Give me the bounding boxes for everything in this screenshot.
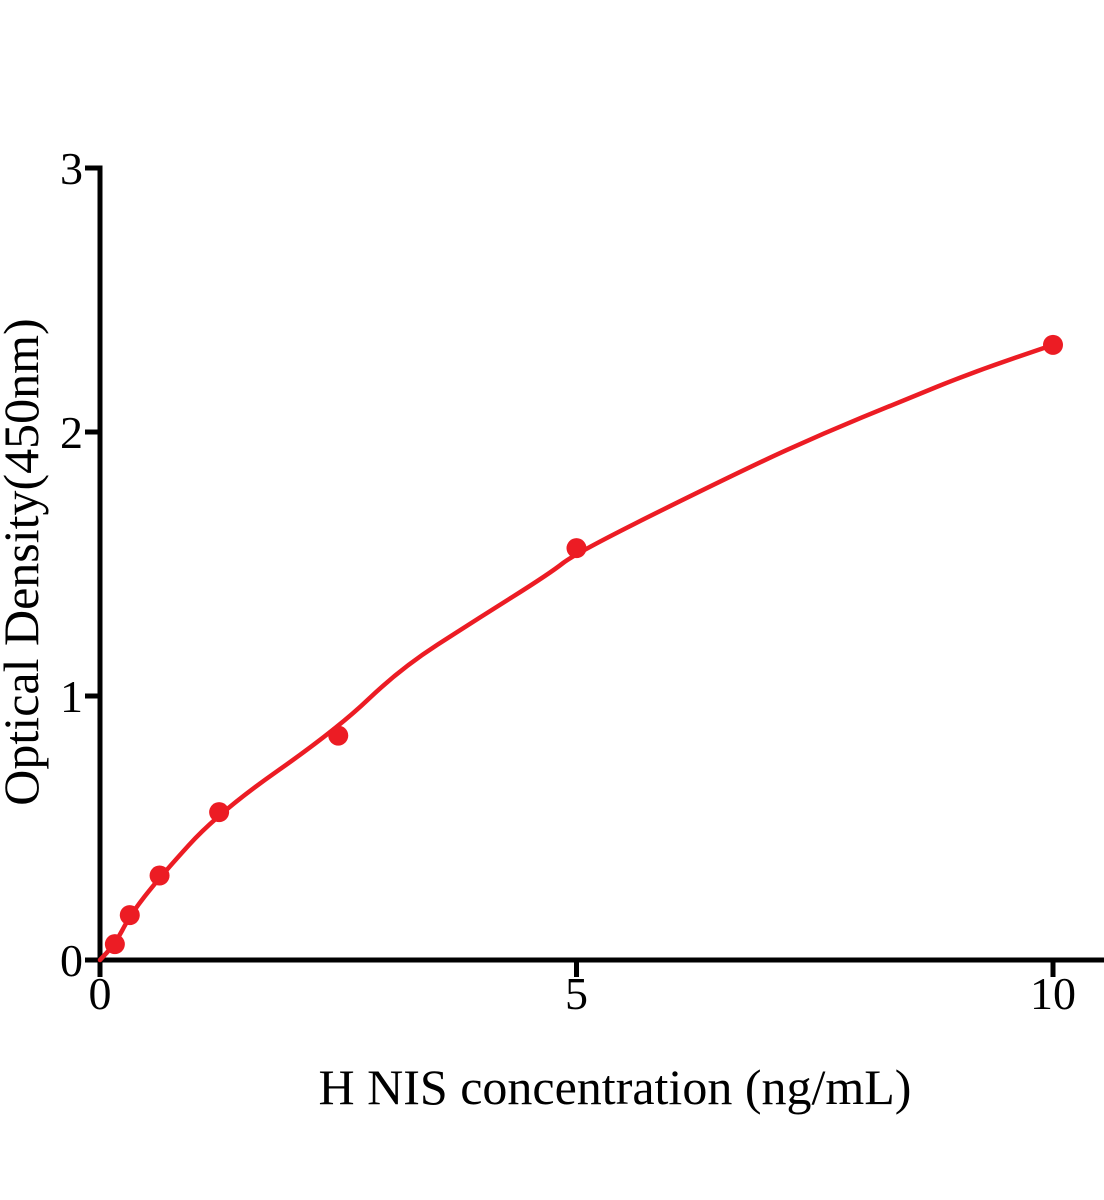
x-tick-label: 5	[565, 968, 588, 1019]
y-axis-title: Optical Density(450nm)	[0, 318, 49, 805]
data-point-marker	[104, 934, 125, 955]
axes	[85, 165, 1104, 963]
fitted-curve	[97, 342, 1056, 963]
y-tick-label: 2	[60, 407, 83, 458]
data-point-marker	[328, 725, 349, 746]
data-point-marker	[1043, 334, 1063, 355]
x-axis-title: H NIS concentration (ng/mL)	[319, 1059, 912, 1115]
standard-curve-line	[97, 342, 1056, 963]
y-tick-label: 1	[60, 671, 83, 722]
axis-ticks	[85, 165, 1056, 977]
y-tick-label: 0	[60, 935, 83, 986]
data-point-marker	[119, 905, 140, 926]
x-tick-label: 10	[1030, 968, 1076, 1019]
y-tick-label: 3	[60, 143, 83, 194]
x-tick-label: 0	[89, 968, 112, 1019]
data-points	[104, 334, 1063, 955]
data-point-marker	[149, 865, 170, 886]
data-point-marker	[209, 802, 230, 823]
data-point-marker	[566, 538, 587, 559]
tick-labels: 0 1 2 3 0 5 10	[60, 143, 1076, 1019]
